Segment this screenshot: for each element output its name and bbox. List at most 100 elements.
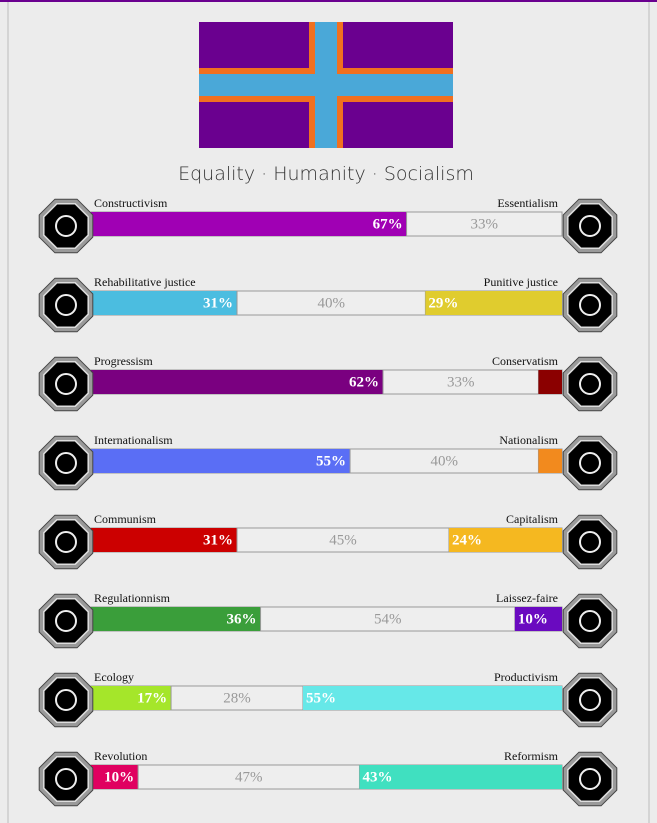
icon-symbol (55, 215, 77, 237)
right-value: 55% (306, 690, 336, 706)
right-label: Nationalism (499, 433, 558, 447)
middle-value: 40% (431, 453, 459, 469)
left-value: 62% (349, 374, 379, 390)
icon-symbol (55, 531, 77, 553)
flag (199, 22, 453, 148)
right-value: 29% (428, 295, 458, 311)
middle-bar (170, 685, 304, 711)
left-label: Progressism (94, 354, 153, 368)
axis-row: Constructivism Essentialism 67% 33% (38, 196, 618, 254)
icon-inner (567, 440, 613, 486)
icon-symbol (579, 689, 601, 711)
icon-symbol (55, 768, 77, 790)
right-bar (538, 449, 562, 473)
icon-symbol (55, 373, 77, 395)
middle-bar (260, 606, 516, 632)
middle-value: 47% (235, 769, 263, 785)
right-label: Laissez-faire (496, 591, 558, 605)
right-value: 10% (518, 611, 548, 627)
axis-row: Ecology Productivism 17% 28% 55% (38, 670, 618, 728)
icon-inner (43, 756, 89, 802)
icon-inner (567, 282, 613, 328)
icon-symbol (55, 689, 77, 711)
left-bar (91, 686, 172, 710)
left-bar (91, 291, 238, 315)
middle-bar (406, 211, 563, 237)
axis-row: Internationalism Nationalism 55% 40% (38, 433, 618, 491)
left-value: 55% (316, 453, 346, 469)
middle-value: 40% (317, 295, 345, 311)
left-value: 31% (203, 532, 233, 548)
right-bar (302, 686, 562, 710)
flag-cross-h (199, 74, 453, 96)
left-bar (91, 765, 139, 789)
middle-bar (236, 290, 426, 316)
icon-inner (43, 598, 89, 644)
icon-inner (567, 519, 613, 565)
axis-row: Communism Capitalism 31% 45% 24% (38, 512, 618, 570)
right-label: Reformism (504, 749, 559, 763)
icon-symbol (55, 610, 77, 632)
icon-symbol (579, 531, 601, 553)
icon-inner (43, 203, 89, 249)
right-label: Punitive justice (484, 275, 558, 289)
axis-row: Revolution Reformism 10% 47% 43% (38, 749, 618, 807)
icon-symbol (55, 294, 77, 316)
icon-inner (567, 361, 613, 407)
icon-symbol (579, 294, 601, 316)
axes: Constructivism Essentialism 67% 33% Rehabili… (38, 196, 618, 807)
middle-value: 33% (471, 216, 499, 232)
icon-inner (567, 677, 613, 723)
right-bar (359, 765, 562, 789)
left-bar (91, 370, 384, 394)
middle-bar (236, 527, 450, 553)
left-label: Communism (94, 512, 157, 526)
icon-symbol (579, 610, 601, 632)
axis-row: Regulationnism Laissez-faire 36% 54% 10% (38, 591, 618, 649)
right-label: Capitalism (506, 512, 559, 526)
middle-value: 45% (329, 532, 357, 548)
icon-symbol (579, 452, 601, 474)
axis-row: Progressism Conservatism 62% 33% (38, 354, 618, 412)
left-value: 36% (227, 611, 257, 627)
left-label: Rehabilitative justice (94, 275, 196, 289)
middle-value: 33% (447, 374, 475, 390)
icon-inner (567, 756, 613, 802)
left-label: Internationalism (94, 433, 173, 447)
icon-symbol (55, 452, 77, 474)
icon-inner (43, 677, 89, 723)
left-label: Regulationnism (94, 591, 171, 605)
right-label: Essentialism (497, 196, 558, 210)
right-bar (514, 607, 562, 631)
right-bar (538, 370, 562, 394)
icon-symbol (579, 768, 601, 790)
icon-inner (43, 519, 89, 565)
icon-symbol (579, 215, 601, 237)
middle-bar (349, 448, 539, 474)
left-bar (91, 607, 261, 631)
icon-symbol (579, 373, 601, 395)
left-label: Revolution (94, 749, 147, 763)
middle-value: 54% (374, 611, 402, 627)
right-value: 43% (362, 769, 392, 785)
left-value: 31% (203, 295, 233, 311)
left-label: Ecology (94, 670, 134, 684)
left-bar (91, 449, 351, 473)
middle-value: 28% (223, 690, 251, 706)
left-value: 10% (104, 769, 134, 785)
icon-inner (43, 440, 89, 486)
icon-inner (567, 203, 613, 249)
icon-inner (43, 282, 89, 328)
right-label: Productivism (494, 670, 559, 684)
icon-inner (43, 361, 89, 407)
right-bar (448, 528, 562, 552)
right-label: Conservatism (492, 354, 559, 368)
motto: Equality · Humanity · Socialism (178, 163, 474, 185)
middle-bar (382, 369, 539, 395)
left-label: Constructivism (94, 196, 168, 210)
right-bar (425, 291, 562, 315)
left-value: 17% (137, 690, 167, 706)
right-value: 24% (452, 532, 482, 548)
